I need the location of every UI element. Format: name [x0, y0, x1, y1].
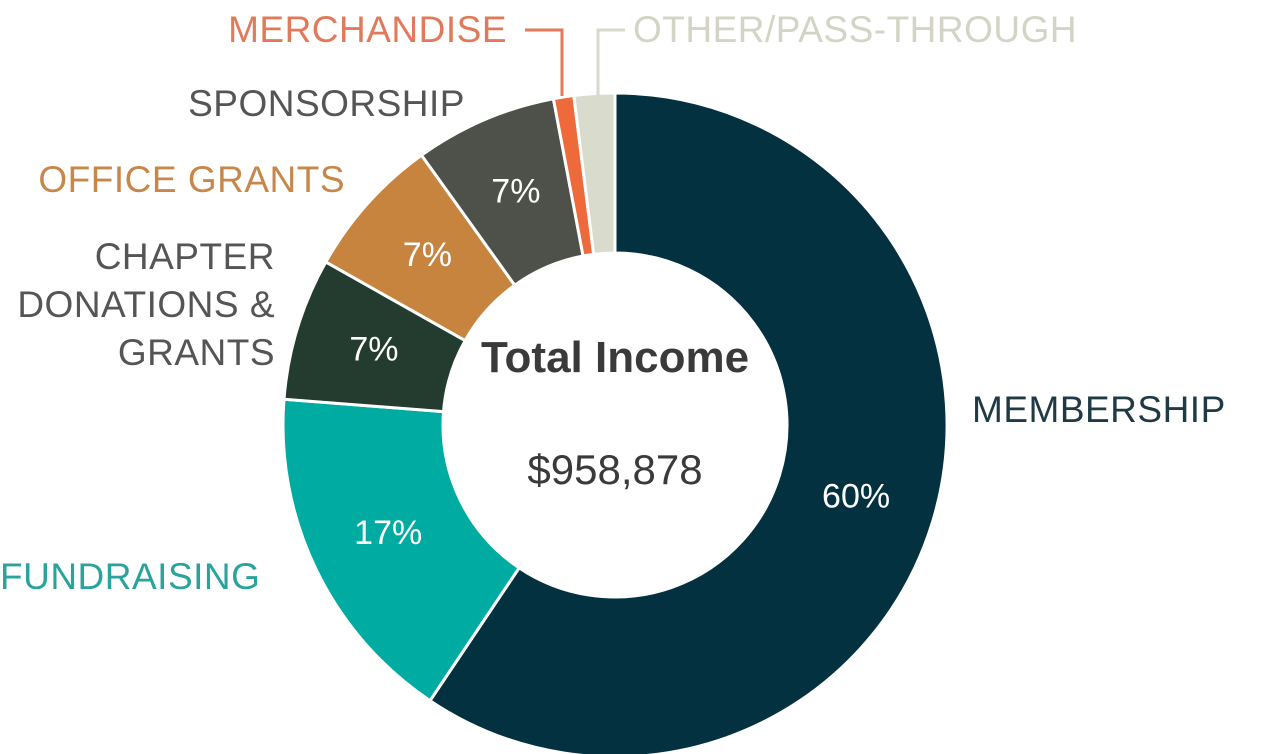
center-title: Total Income [480, 333, 750, 382]
slice [281, 397, 522, 703]
category-label: MERCHANDISE [228, 9, 507, 50]
category-label: FUNDRAISING [0, 556, 261, 597]
category-label: OFFICE GRANTS [38, 159, 345, 200]
leader-line [525, 28, 564, 96]
value-label: 7% [349, 331, 398, 369]
value-label: 7% [403, 236, 452, 274]
center-value: $958,878 [527, 446, 703, 493]
slice [572, 91, 617, 257]
category-label: CHAPTER DONATIONS & GRANTS [17, 236, 275, 373]
value-label: 17% [354, 514, 422, 552]
leader-line [596, 28, 625, 96]
category-label: MEMBERSHIP [972, 389, 1226, 430]
value-label: 60% [822, 477, 890, 515]
category-label: OTHER/PASS-THROUGH [633, 9, 1078, 50]
value-label: 7% [491, 172, 540, 210]
slices [281, 91, 949, 754]
category-label: SPONSORSHIP [188, 83, 465, 124]
slice [427, 91, 949, 754]
